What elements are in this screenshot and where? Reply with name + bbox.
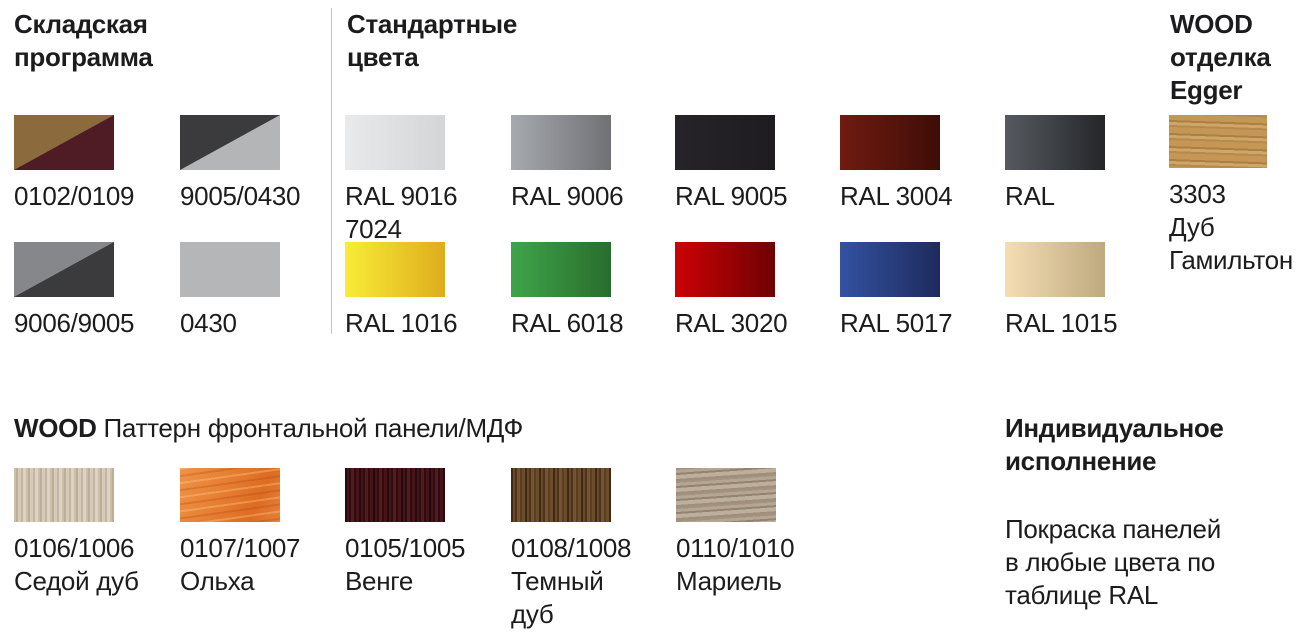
wood-texture-chip <box>676 468 776 522</box>
swatch-label: RAL 1015 <box>1005 308 1118 338</box>
swatch-label: 0102/0109 <box>14 181 135 211</box>
swatch-0110-1010-mariel: 0110/1010 Мариель <box>676 468 795 598</box>
swatch-ral-3020: RAL 3020 <box>675 242 788 340</box>
swatch-label: RAL 9016 7024 <box>345 181 458 244</box>
wood-egger-section-title: WOOD отделка Egger <box>1170 9 1271 105</box>
color-chip-gradient <box>1005 242 1105 297</box>
swatch-ral-9006: RAL 9006 <box>511 115 624 213</box>
swatch-ral-9005: RAL 9005 <box>675 115 788 213</box>
wood-texture-chip <box>511 468 611 522</box>
standard-colors-section-title: Стандартные цвета <box>347 9 517 72</box>
wood-texture-chip <box>345 468 445 522</box>
swatch-0106-1006-gray-oak: 0106/1006 Седой дуб <box>14 468 139 598</box>
swatch-label: RAL 9006 <box>511 181 624 211</box>
color-chip-gradient <box>840 242 940 297</box>
color-chip-diagonal <box>14 242 114 297</box>
color-chip-gradient <box>511 115 611 170</box>
swatch-0108-1008-dark-oak: 0108/1008 Темный дуб <box>511 468 632 631</box>
swatch-label: RAL 3004 <box>840 181 953 211</box>
swatch-ral-5017: RAL 5017 <box>840 242 953 340</box>
color-chip-gradient <box>675 115 775 170</box>
color-chip-diagonal <box>14 115 114 170</box>
swatch-ral-6018: RAL 6018 <box>511 242 624 340</box>
swatch-label: RAL 3020 <box>675 308 788 338</box>
wood-mdf-section-title: WOOD Паттерн фронтальной панели/МДФ <box>14 413 524 443</box>
swatch-ral-7024: RAL <box>1005 115 1105 213</box>
color-chip-gradient <box>675 242 775 297</box>
custom-execution-section-title: Индивидуальное исполнение <box>1005 413 1224 476</box>
swatch-label: 3303 Дуб Гамильтон <box>1169 179 1293 275</box>
swatch-label: 0110/1010 Мариель <box>676 533 795 596</box>
swatch-label: RAL 9005 <box>675 181 788 211</box>
swatch-0102-0109: 0102/0109 <box>14 115 135 213</box>
swatch-0430: 0430 <box>180 242 280 340</box>
swatch-3303-oak-hamilton: 3303 Дуб Гамильтон <box>1169 115 1293 277</box>
swatch-label: 9006/9005 <box>14 308 135 338</box>
wood-texture-chip <box>14 468 114 522</box>
swatch-label: 0105/1005 Венге <box>345 533 466 596</box>
swatch-label: RAL 5017 <box>840 308 953 338</box>
color-chip-solid <box>180 242 280 297</box>
swatch-label: RAL 1016 <box>345 308 458 338</box>
section-divider <box>331 8 332 334</box>
warehouse-section-title: Складская программа <box>14 9 153 72</box>
custom-execution-description: Покраска панелей в любые цвета по таблиц… <box>1005 514 1221 610</box>
swatch-9005-0430: 9005/0430 <box>180 115 301 213</box>
swatch-0107-1007-alder: 0107/1007 Ольха <box>180 468 301 598</box>
swatch-ral-1016: RAL 1016 <box>345 242 458 340</box>
color-chip-gradient <box>345 115 445 170</box>
swatch-9006-9005: 9006/9005 <box>14 242 135 340</box>
swatch-label: 0430 <box>180 308 237 338</box>
color-chip-diagonal <box>180 115 280 170</box>
swatch-label: 0107/1007 Ольха <box>180 533 301 596</box>
swatch-ral-1015: RAL 1015 <box>1005 242 1118 340</box>
swatch-label: 0106/1006 Седой дуб <box>14 533 139 596</box>
swatch-label: 9005/0430 <box>180 181 301 211</box>
color-chip-gradient <box>1005 115 1105 170</box>
swatch-ral-9016: RAL 9016 7024 <box>345 115 458 246</box>
wood-texture-chip <box>180 468 280 522</box>
wood-texture-chip <box>1169 115 1267 168</box>
swatch-0105-1005-wenge: 0105/1005 Венге <box>345 468 466 598</box>
color-chip-gradient <box>511 242 611 297</box>
swatch-label: RAL 6018 <box>511 308 624 338</box>
swatch-label: 0108/1008 Темный дуб <box>511 533 632 629</box>
swatch-ral-3004: RAL 3004 <box>840 115 953 213</box>
color-chip-gradient <box>345 242 445 297</box>
color-chip-gradient <box>840 115 940 170</box>
swatch-label: RAL <box>1005 181 1055 211</box>
